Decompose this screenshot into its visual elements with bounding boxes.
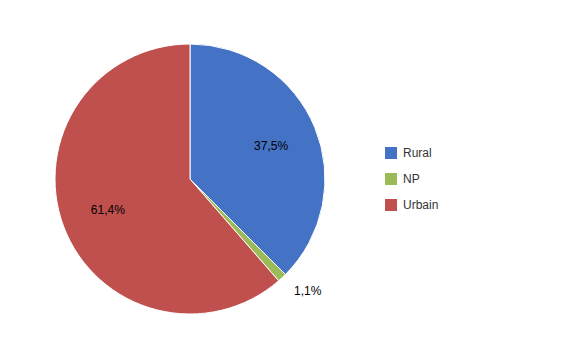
legend-item: NP xyxy=(385,172,420,186)
legend-swatch xyxy=(385,173,397,185)
data-label: 61,4% xyxy=(91,203,125,217)
legend: Rural NP Urbain xyxy=(385,146,438,212)
legend-item: Urbain xyxy=(385,198,438,212)
legend-label: NP xyxy=(403,172,420,186)
data-labels: 37,5% 1,1% 61,4% xyxy=(91,139,322,298)
legend-label: Rural xyxy=(403,146,432,160)
legend-swatch xyxy=(385,199,397,211)
chart: 37,5% 1,1% 61,4% Rural NP Urbain xyxy=(0,0,573,358)
legend-item: Rural xyxy=(385,146,432,160)
data-label: 37,5% xyxy=(254,139,288,153)
legend-label: Urbain xyxy=(403,198,438,212)
data-label: 1,1% xyxy=(294,284,322,298)
pie-slice xyxy=(55,44,279,314)
pie xyxy=(55,44,325,314)
legend-swatch xyxy=(385,147,397,159)
